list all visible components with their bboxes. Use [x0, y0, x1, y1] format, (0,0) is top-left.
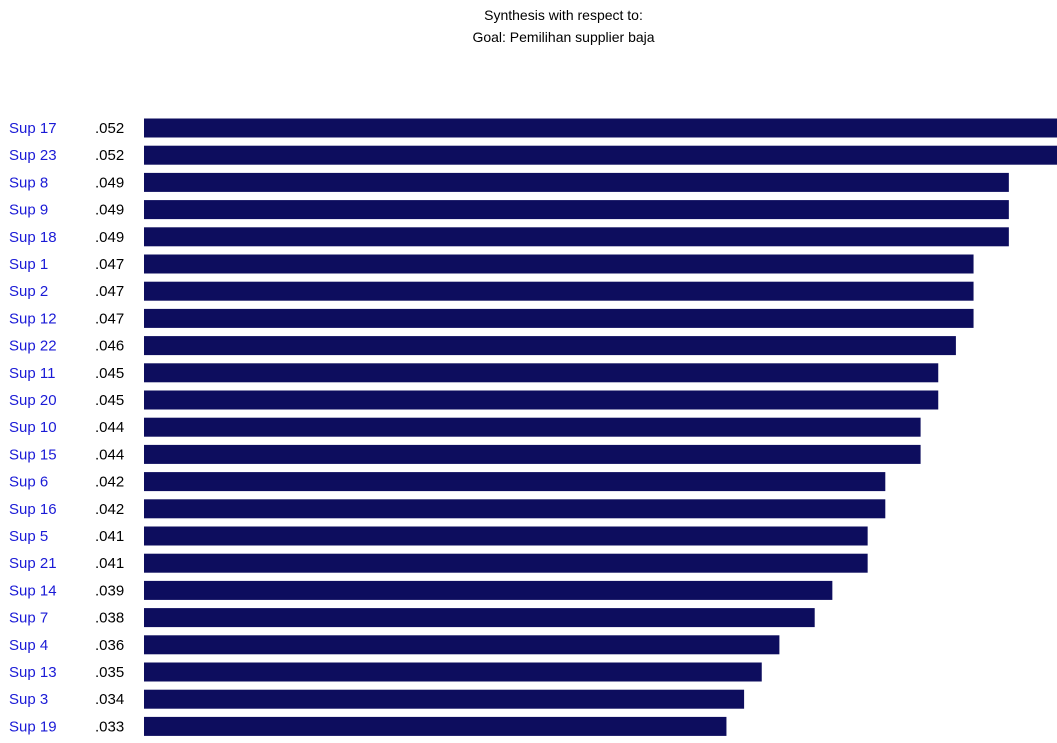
category-label: Sup 21 [9, 555, 57, 572]
value-label: .045 [95, 392, 124, 409]
value-label: .049 [95, 202, 124, 219]
chart-subtitle: Goal: Pemilihan supplier baja [472, 29, 655, 45]
category-label: Sup 9 [9, 202, 48, 219]
category-label: Sup 19 [9, 718, 57, 735]
value-label: .046 [95, 338, 124, 355]
bar [144, 363, 939, 383]
value-label: .033 [95, 718, 124, 735]
bar [144, 200, 1009, 220]
category-label: Sup 13 [9, 664, 57, 681]
category-label: Sup 12 [9, 310, 57, 327]
category-label: Sup 11 [9, 365, 55, 382]
bar [144, 499, 886, 519]
value-label: .038 [95, 610, 124, 627]
category-label: Sup 14 [9, 582, 57, 599]
category-label: Sup 20 [9, 392, 57, 409]
category-label: Sup 4 [9, 637, 48, 654]
value-label: .052 [95, 120, 124, 137]
category-label: Sup 8 [9, 174, 48, 191]
value-label: .047 [95, 283, 124, 300]
bar [144, 254, 974, 274]
category-label: Sup 10 [9, 419, 57, 436]
bar [144, 444, 921, 464]
value-label: .036 [95, 637, 124, 654]
chart-header: Synthesis with respect to: Goal: Pemilih… [0, 0, 1057, 48]
bar [144, 308, 974, 328]
value-label: .049 [95, 229, 124, 246]
category-label: Sup 3 [9, 691, 48, 708]
value-label: .049 [95, 174, 124, 191]
value-label: .052 [95, 147, 124, 164]
category-label: Sup 17 [9, 120, 57, 137]
category-label: Sup 6 [9, 474, 48, 491]
bar [144, 417, 921, 437]
bar [144, 716, 727, 736]
bar [144, 390, 939, 410]
bar [144, 662, 762, 682]
value-label: .044 [95, 446, 124, 463]
value-label: .042 [95, 474, 124, 491]
category-label: Sup 23 [9, 147, 57, 164]
value-label: .041 [95, 555, 124, 572]
category-label: Sup 5 [9, 528, 48, 545]
category-label: Sup 18 [9, 229, 57, 246]
bar [144, 580, 833, 600]
bar [144, 472, 886, 492]
value-label: .045 [95, 365, 124, 382]
category-label: Sup 1 [9, 256, 48, 273]
bar [144, 118, 1057, 138]
value-label: .035 [95, 664, 124, 681]
value-label: .042 [95, 501, 124, 518]
category-label: Sup 16 [9, 501, 57, 518]
value-label: .047 [95, 256, 124, 273]
bar [144, 336, 956, 356]
value-label: .041 [95, 528, 124, 545]
bar [144, 689, 745, 709]
bar [144, 227, 1009, 247]
bar [144, 608, 815, 628]
bar [144, 145, 1057, 165]
bar [144, 553, 868, 573]
bar [144, 635, 780, 655]
category-label: Sup 15 [9, 446, 57, 463]
category-label: Sup 7 [9, 610, 48, 627]
value-label: .044 [95, 419, 124, 436]
bar [144, 526, 868, 546]
category-label: Sup 2 [9, 283, 48, 300]
chart-title: Synthesis with respect to: [484, 7, 643, 23]
category-label: Sup 22 [9, 338, 57, 355]
bar [144, 172, 1009, 192]
value-label: .047 [95, 310, 124, 327]
value-label: .034 [95, 691, 124, 708]
value-label: .039 [95, 582, 124, 599]
bar [144, 281, 974, 301]
